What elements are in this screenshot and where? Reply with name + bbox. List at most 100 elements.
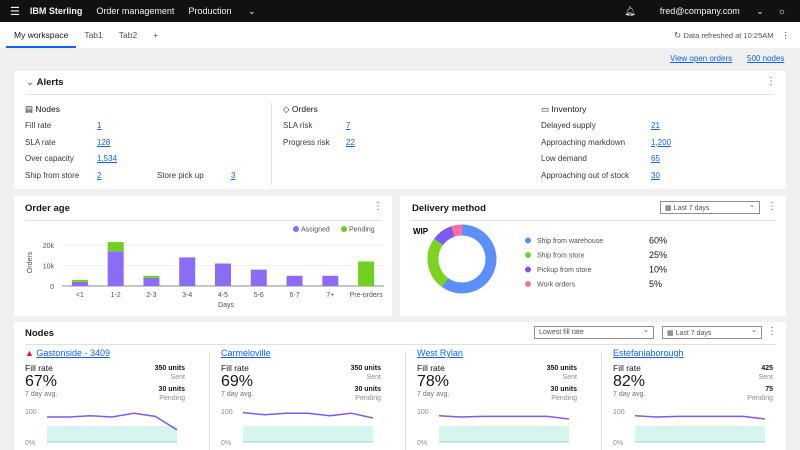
legend-swatch: [341, 226, 347, 232]
refresh-status: Data refreshed at 10:25AM: [683, 30, 774, 40]
x-tick-label: 1-2: [111, 292, 121, 299]
alert-item: Low demand 65: [541, 154, 660, 163]
user-menu[interactable]: fred@company.com ⌄: [659, 5, 764, 16]
orders-alerts-heading: ◇ Orders: [283, 104, 318, 114]
legend-swatch: [525, 237, 531, 244]
delivery-card: Delivery method ▦ Last 7 days ⋮ WIP Ship …: [400, 196, 786, 316]
donut-slice[interactable]: [427, 238, 449, 287]
alert-count-link[interactable]: 7: [346, 121, 351, 130]
fill-rate-sparkline: [47, 412, 177, 443]
node-link[interactable]: West Rylan: [417, 348, 463, 358]
overflow-menu-icon[interactable]: ⋮: [767, 201, 777, 212]
donut-slice[interactable]: [434, 226, 456, 246]
inventory-icon: ▭: [541, 104, 552, 114]
node-link[interactable]: Carmeloville: [221, 348, 271, 358]
donut-slice[interactable]: [451, 224, 463, 237]
bar-pending[interactable]: [143, 275, 160, 278]
pending-label: Pending: [159, 395, 185, 402]
bar-assigned[interactable]: [322, 275, 339, 286]
date-range-dropdown[interactable]: ▦ Last 7 days: [660, 201, 760, 214]
bar-assigned[interactable]: [107, 251, 124, 286]
nodes-count-link[interactable]: 500 nodes: [747, 54, 785, 63]
view-open-orders-link[interactable]: View open orders: [670, 54, 733, 63]
bar-pending[interactable]: [71, 279, 88, 282]
bell-icon[interactable]: 🔔︎: [624, 5, 636, 16]
alert-item: Store pick up 3: [157, 170, 236, 180]
x-tick-label: 4-5: [218, 292, 228, 299]
tab-1[interactable]: Tab1: [84, 30, 103, 40]
help-icon[interactable]: ☼: [777, 6, 786, 16]
env-dropdown[interactable]: Production ⌄: [188, 5, 256, 16]
legend-swatch: [525, 281, 531, 287]
bar-assigned[interactable]: [215, 263, 231, 286]
alert-item: Over capacity 1,534: [25, 154, 118, 163]
alert-item: Fill rate 1: [25, 121, 102, 130]
bar-pending[interactable]: [107, 242, 124, 252]
bar-assigned[interactable]: [143, 277, 160, 286]
refresh-icon[interactable]: ↻: [673, 29, 684, 40]
bar-pending[interactable]: [358, 261, 375, 286]
alert-item: Approaching out of stock 30: [541, 170, 660, 180]
bar-assigned[interactable]: [179, 257, 196, 286]
date-range-dropdown[interactable]: ▦ Last 7 days: [662, 326, 762, 339]
alert-count-link[interactable]: 21: [651, 121, 660, 130]
donut-slice[interactable]: [441, 224, 497, 294]
legend-swatch: [293, 226, 299, 232]
alert-count-link[interactable]: 30: [651, 170, 660, 180]
overflow-menu-icon[interactable]: ⋮: [766, 76, 776, 87]
bar-assigned[interactable]: [250, 269, 267, 286]
alert-item: Ship from store 2: [25, 170, 102, 180]
node-link[interactable]: Gastonside - 3409: [36, 348, 110, 358]
pending-units: 30 units: [158, 386, 185, 393]
x-tick-label: 3-4: [182, 292, 192, 299]
legend-value: 60%: [649, 236, 667, 246]
alert-count-link[interactable]: 22: [346, 137, 355, 147]
overflow-menu-icon[interactable]: ⋮: [373, 201, 383, 212]
y-tick-label: 100: [221, 409, 233, 416]
sort-dropdown[interactable]: Lowest fill rate: [534, 326, 654, 339]
bar-assigned[interactable]: [71, 281, 88, 286]
add-tab-button[interactable]: +: [153, 30, 159, 40]
alert-item: SLA rate 128: [25, 137, 111, 147]
legend-label: Work orders: [537, 282, 575, 289]
overflow-menu-icon[interactable]: ⋮: [767, 326, 777, 337]
fill-rate-value: 69%: [221, 373, 254, 390]
alert-count-link[interactable]: 3: [231, 170, 236, 180]
sent-units: 350 units: [350, 365, 381, 372]
y-tick-label: 0%: [221, 440, 232, 447]
pending-label: Pending: [355, 395, 381, 402]
pending-label: Pending: [551, 395, 577, 402]
sparkline: [439, 415, 569, 420]
sent-units: 350 units: [154, 365, 185, 372]
avg-label: 7 day avg.: [221, 391, 254, 398]
order-age-chart: 0 10k 20k Orders Days <1 1-2 2-3 3-4 4-5 5-6 6-7 7+ P…: [27, 226, 384, 309]
top-bar: ☰ IBM Sterling Order management Producti…: [0, 0, 800, 22]
bar-assigned[interactable]: [286, 275, 303, 286]
alert-count-link[interactable]: 1,534: [97, 154, 118, 163]
sparkline: [47, 412, 177, 431]
alert-count-link[interactable]: 128: [97, 137, 111, 147]
sent-label: Sent: [758, 374, 773, 381]
delivery-title: Delivery method: [412, 203, 486, 214]
app-name[interactable]: Order management: [96, 6, 175, 16]
sent-label: Sent: [170, 374, 185, 381]
alert-count-link[interactable]: 1: [97, 121, 102, 130]
alert-count-link[interactable]: 2: [97, 170, 102, 180]
node-link[interactable]: Estefaniaborough: [613, 348, 684, 358]
tab-2[interactable]: Tab2: [118, 30, 138, 40]
x-tick-label: Pre-orders: [350, 292, 384, 299]
overflow-menu-icon[interactable]: ⋮: [781, 29, 791, 40]
y-tick-label: 20k: [43, 243, 55, 250]
y-tick-label: 0%: [417, 440, 428, 447]
alert-count-link[interactable]: 1,200: [651, 137, 672, 147]
alerts-header[interactable]: ⌄ Alerts: [26, 77, 64, 88]
sent-units: 425: [761, 365, 773, 372]
y-axis-label: Orders: [27, 251, 34, 273]
alert-count-link[interactable]: 65: [651, 154, 660, 163]
tab-my-workspace[interactable]: My workspace: [6, 22, 77, 48]
target-band: [243, 426, 373, 442]
menu-icon[interactable]: ☰: [10, 5, 20, 18]
sparkline: [635, 415, 765, 420]
target-band: [47, 426, 177, 442]
y-tick-label: 100: [613, 409, 625, 416]
